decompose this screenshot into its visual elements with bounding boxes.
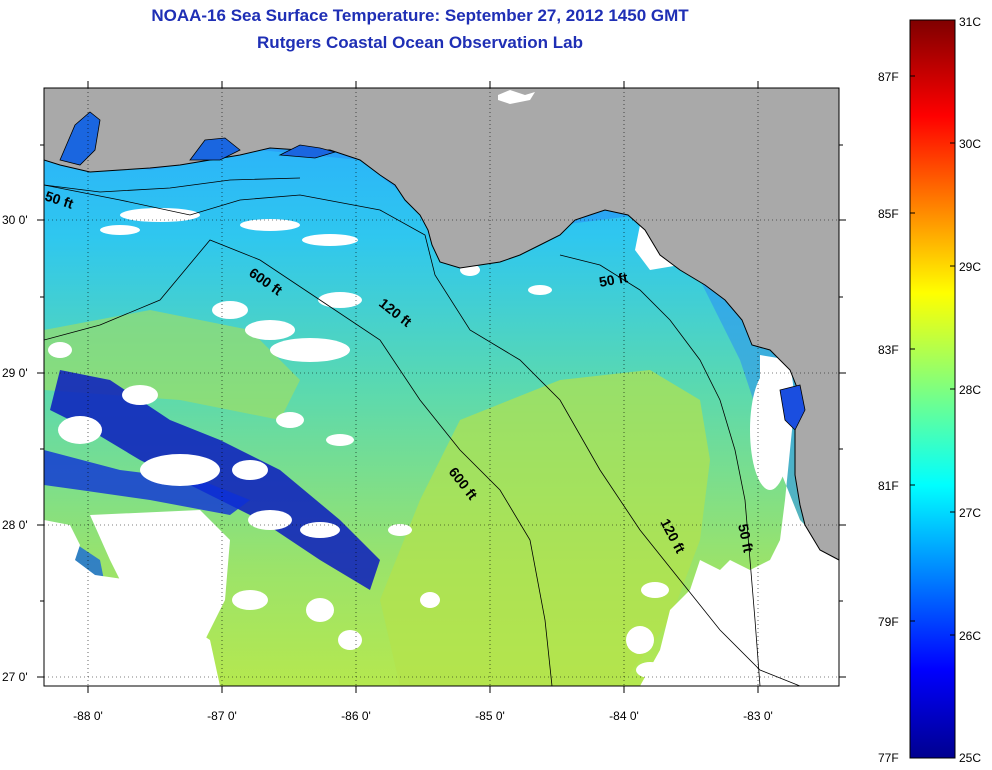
contour-120ft-north [44, 184, 801, 686]
inland-cloud [498, 90, 535, 104]
celsius-label: 27C [959, 506, 981, 520]
cold-filament-2 [44, 450, 250, 515]
mobile-bay [59, 111, 101, 166]
fahrenheit-label: 87F [878, 70, 899, 84]
contour-600ft [44, 239, 553, 686]
cloud-cover [44, 208, 839, 686]
lat-tick-label: 29 0' [2, 366, 28, 380]
cold-filament [50, 370, 380, 590]
contour-bigbend [559, 254, 761, 686]
lon-tick-label: -83 0' [743, 709, 773, 723]
fahrenheit-label: 81F [878, 479, 899, 493]
lat-tick-label: 28 0' [2, 518, 28, 532]
colorbar [909, 19, 956, 759]
contour-50ft-west [44, 177, 301, 193]
fahrenheit-label: 83F [878, 343, 899, 357]
lon-tick-label: -88 0' [73, 709, 103, 723]
warm-water-area [380, 370, 710, 686]
map-subtitle: Rutgers Coastal Ocean Observation Lab [257, 33, 583, 52]
lat-tick-label: 27 0' [2, 670, 28, 684]
lat-tick-label: 30 0' [2, 213, 28, 227]
map-frame [43, 87, 840, 687]
fahrenheit-label: 77F [878, 751, 899, 765]
celsius-label: 26C [959, 629, 981, 643]
celsius-label: 29C [959, 260, 981, 274]
map-title: NOAA-16 Sea Surface Temperature: Septemb… [151, 6, 689, 25]
colorbar-ticks [910, 19, 955, 759]
contour-label-50ft-south: 50 ft [735, 522, 757, 554]
graticule [44, 88, 839, 686]
lon-tick-label: -85 0' [475, 709, 505, 723]
fahrenheit-label: 85F [878, 207, 899, 221]
celsius-label: 28C [959, 383, 981, 397]
celsius-label: 30C [959, 137, 981, 151]
lon-tick-label: -84 0' [609, 709, 639, 723]
coastal-bay-2 [278, 144, 337, 159]
celsius-label: 31C [959, 15, 981, 29]
contour-label-50ft-bigbend: 50 ft [598, 269, 629, 290]
axis-ticks [37, 81, 846, 693]
celsius-label: 25C [959, 751, 981, 765]
lon-tick-label: -87 0' [207, 709, 237, 723]
coastal-bay [189, 137, 241, 161]
lon-tick-label: -86 0' [341, 709, 371, 723]
tampa-bay [779, 384, 806, 431]
fahrenheit-label: 79F [878, 615, 899, 629]
